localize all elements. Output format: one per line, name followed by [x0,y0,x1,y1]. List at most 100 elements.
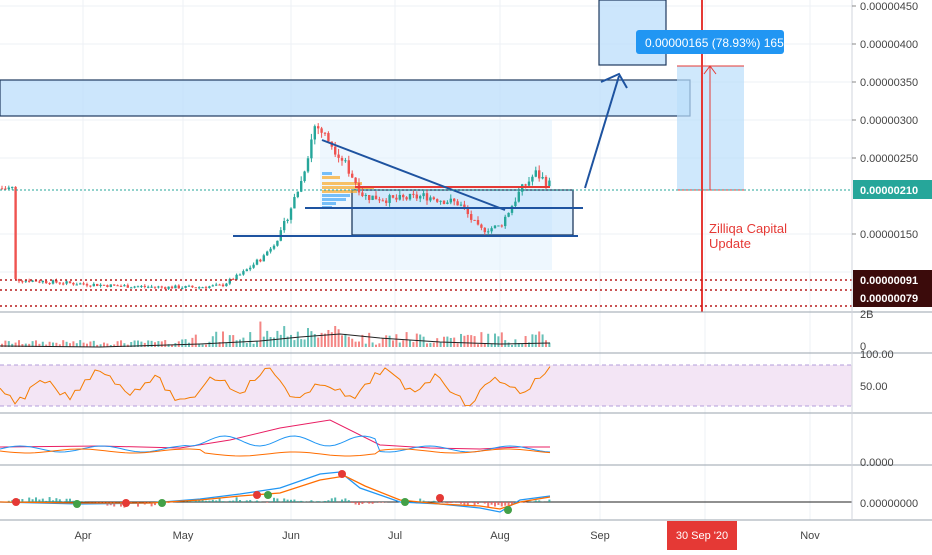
candle [212,284,214,286]
volume-bar [344,334,346,347]
candle [62,282,64,285]
macd-hist-bar [222,501,224,502]
candle [297,191,299,198]
volume-bar [355,342,357,347]
candle [497,225,499,226]
candle [45,281,47,284]
macd-hist-bar [38,500,40,502]
macd-hist-bar [21,499,23,502]
volume-bar [389,336,391,347]
volume-bar [542,334,544,347]
volume-bar [229,335,231,347]
candle [52,280,54,285]
volume-bar [334,326,336,347]
macd-hist-bar [341,500,343,502]
candle [161,286,163,289]
macd-hist-bar [191,501,193,502]
macd-hist-bar [538,500,540,502]
macd-hist-bar [484,502,486,504]
macd-hist-bar [246,500,248,502]
candle [280,227,282,241]
cross-marker [158,499,166,507]
resistance-zone[interactable] [0,80,690,116]
volume-bar [232,335,234,347]
volume-bar [375,345,377,347]
macd-hist-bar [45,501,47,502]
volume-bar [181,339,183,347]
volume-bar [348,337,350,347]
candle [314,125,316,145]
candle [157,286,159,289]
price-tick-label: 0.00000400 [860,39,918,51]
rsi-band [0,365,852,406]
macd-hist-bar [477,502,479,504]
candle [293,194,295,209]
price-tick-label: 0.00000350 [860,77,918,89]
candle [205,286,207,290]
candle [201,287,203,288]
macd-hist-bar [55,498,57,502]
volume-bar [239,340,241,347]
candle [188,285,190,287]
volume-bar [79,340,81,347]
candle [120,285,122,287]
volume-bar [525,336,527,347]
volume-bar [365,344,367,347]
volume-bar [385,335,387,347]
price-tick-label: 0.00000450 [860,1,918,13]
candle [48,282,50,285]
volume-bar [531,334,533,347]
macd-hist-bar [293,500,295,502]
volume-bar [358,342,360,347]
macd-hist-bar [368,502,370,504]
candle [259,259,261,263]
volume-bar [154,342,156,347]
macd-hist-bar [331,498,333,502]
candle [154,287,156,289]
macd-hist-bar [219,498,221,502]
candle [195,287,197,288]
volume-bar [341,335,343,347]
price-axis: 0.000004500.000004000.000003500.00000300… [852,0,932,520]
volume-bar [62,340,64,347]
macd-hist-bar [232,501,234,502]
candle [303,171,305,183]
macd-hist-bar [467,502,469,505]
volume-bar [382,338,384,347]
cross-marker [401,498,409,506]
volume-bar [436,338,438,347]
volume-bar [293,340,295,347]
candle [191,285,193,288]
macd-hist-bar [327,500,329,502]
volume-profile-row [322,172,332,175]
volume-bar [409,341,411,347]
candle [269,247,271,253]
volume-bar [72,341,74,347]
volume-bar [538,331,540,347]
candle [473,220,475,221]
candle [310,134,312,162]
volume-bar [93,341,95,347]
volume-bar [259,322,261,347]
volume-bar [270,337,272,347]
candle [208,286,210,289]
volume-bar [89,342,91,347]
volume-bar [480,332,482,347]
volume-bar [474,336,476,347]
macd-hist-bar [548,500,550,502]
event-text-line1: Zilliqa Capital [709,221,787,236]
candle [110,284,112,287]
macd-hist-bar [208,501,210,502]
volume-bar [290,335,292,347]
macd-hist-bar [273,498,275,502]
macd-hist-bar [348,500,350,502]
level-badge-text: 0.00000091 [860,275,918,287]
macd-hist-bar [344,498,346,502]
macd-hist-bar [470,502,472,503]
candle [76,283,78,286]
consolidation-box[interactable] [352,190,573,235]
volume-bar [429,343,431,347]
candle [99,283,101,287]
macd-hist-bar [66,499,68,502]
